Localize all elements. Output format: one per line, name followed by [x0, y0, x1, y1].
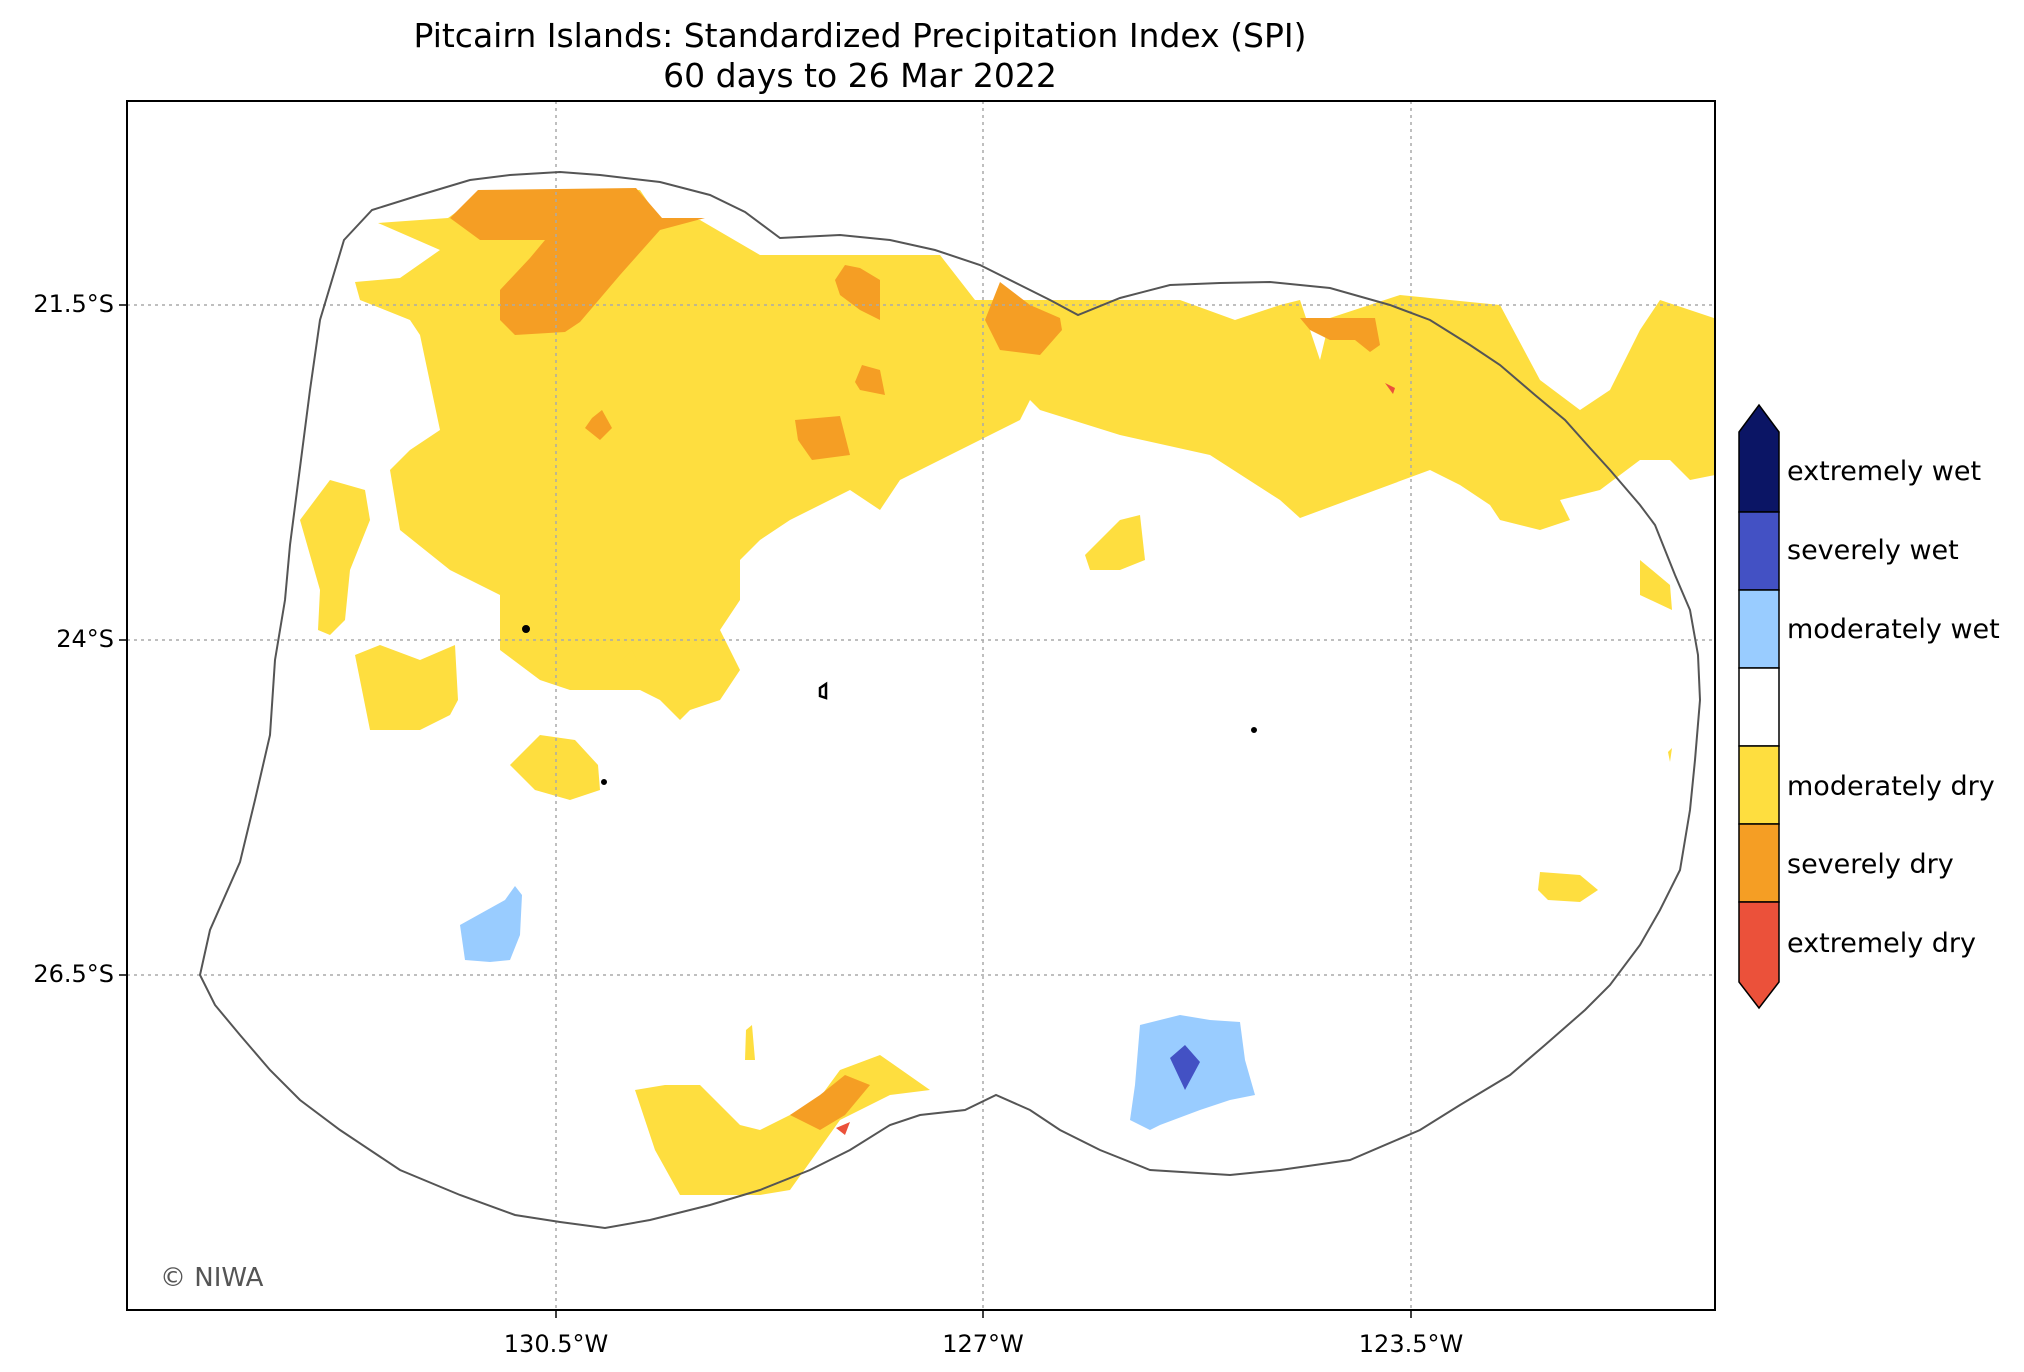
extreme-dry-1 — [836, 1122, 850, 1135]
y-tick-label: 26.5°S — [33, 960, 114, 988]
spi-fields — [300, 188, 1715, 1195]
severe-dry-2 — [835, 265, 880, 320]
dry-area-east-3 — [1538, 872, 1598, 902]
severe-dry-6 — [795, 416, 850, 460]
severe-dry-east — [1300, 318, 1380, 352]
severe-dry-north — [450, 188, 705, 335]
dry-area-small-1 — [622, 650, 637, 668]
severe-wet-1 — [1170, 1045, 1200, 1090]
legend-label-severely-wet: severely wet — [1787, 535, 1959, 566]
copyright-notice: © NIWA — [160, 1263, 264, 1293]
y-tick-label: 24°S — [56, 625, 114, 653]
legend-swatch-moderately-wet — [1738, 589, 1780, 669]
legend-label-extremely-dry: extremely dry — [1787, 928, 1977, 959]
x-tick-label: 130.5°W — [503, 1330, 609, 1358]
legend-colorbar — [1738, 403, 1780, 1010]
legend-swatch-severely-dry — [1738, 823, 1780, 903]
dry-area-small-2 — [745, 1025, 755, 1060]
legend-swatch-neutral — [1738, 667, 1780, 747]
legend-label-extremely-wet: extremely wet — [1787, 456, 1982, 487]
gridlines — [127, 101, 1715, 1310]
severely-dry-areas — [450, 188, 1380, 1130]
severe-dry-5 — [585, 410, 612, 440]
severe-dry-3 — [985, 282, 1062, 355]
legend-label-severely-dry: severely dry — [1787, 849, 1954, 880]
dry-area-west-3 — [510, 735, 600, 800]
x-tick-label: 123.5°W — [1358, 1330, 1464, 1358]
eez-boundary — [198, 170, 1702, 1230]
island-1 — [522, 625, 530, 633]
dry-area-west-1 — [300, 480, 370, 635]
dry-area-east-2 — [1668, 748, 1672, 762]
map-title: Pitcairn Islands: Standardized Precipita… — [413, 16, 1307, 55]
legend-swatch-severely-wet — [1738, 511, 1780, 591]
map-frame — [126, 100, 1716, 1311]
y-tick-label: 21.5°S — [33, 290, 114, 318]
x-tick-label: 127°W — [942, 1330, 1024, 1358]
dry-area-south — [635, 1055, 930, 1195]
severely-wet-areas — [1170, 1045, 1200, 1090]
island-3 — [818, 681, 828, 700]
extreme-dry-2 — [1385, 383, 1395, 394]
map-subtitle: 60 days to 26 Mar 2022 — [663, 56, 1057, 95]
island-4 — [1251, 727, 1257, 733]
legend-label-moderately-wet: moderately wet — [1787, 614, 2000, 645]
legend-label-moderately-dry: moderately dry — [1787, 771, 1995, 802]
wet-area-west — [460, 886, 522, 962]
severe-dry-south — [790, 1075, 870, 1130]
dry-area-west-2 — [355, 645, 458, 730]
dry-area-east-1 — [1640, 560, 1672, 610]
legend-swatch-moderately-dry — [1738, 745, 1780, 825]
dry-area-mid-1 — [1085, 515, 1145, 570]
legend-swatch-extremely-wet — [1738, 403, 1780, 513]
island-2 — [601, 779, 607, 785]
legend-swatch-extremely-dry — [1738, 901, 1780, 1010]
extremely-dry-areas — [836, 383, 1395, 1135]
severe-dry-4 — [855, 365, 885, 395]
islands — [522, 625, 1257, 785]
axis-ticks — [119, 304, 1412, 1318]
